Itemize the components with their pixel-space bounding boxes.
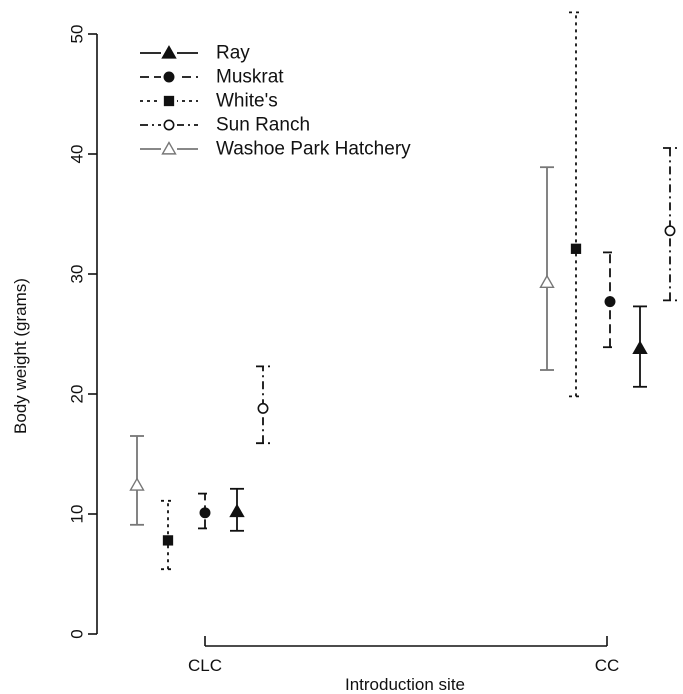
y-tick-label: 40 <box>68 145 87 164</box>
y-tick-label: 0 <box>68 629 87 638</box>
data-point <box>604 296 616 308</box>
legend-marker <box>163 71 175 83</box>
y-axis-label: Body weight (grams) <box>11 278 30 434</box>
data-point <box>632 340 648 354</box>
legend-label: Sun Ranch <box>216 115 310 136</box>
data-point <box>257 402 269 414</box>
legend-marker <box>161 141 177 155</box>
data-point <box>539 274 555 288</box>
legend: Ray Muskrat White's Sun Ranch Washoe Park Ha… <box>140 43 411 160</box>
x-tick-label: CC <box>595 656 620 675</box>
y-tick-label: 30 <box>68 265 87 284</box>
data-point <box>570 243 582 254</box>
series-washoe-park-hatchery <box>129 166 555 526</box>
data-point <box>199 507 211 519</box>
legend-label: Washoe Park Hatchery <box>216 139 411 160</box>
series-muskrat <box>198 251 617 530</box>
data-point <box>162 535 174 546</box>
data-point <box>129 477 145 491</box>
legend-item: Sun Ranch <box>140 115 310 136</box>
data-point <box>664 225 676 237</box>
legend-label: Ray <box>216 43 250 64</box>
y-tick-label: 20 <box>68 385 87 404</box>
y-axis: 0 10 20 30 40 50 <box>68 25 98 639</box>
x-axis-label: Introduction site <box>345 675 465 694</box>
y-tick-label: 10 <box>68 505 87 524</box>
legend-marker <box>161 45 177 59</box>
series-sun-ranch <box>256 147 677 445</box>
y-tick-label: 50 <box>68 25 87 44</box>
legend-marker <box>163 119 175 131</box>
plot-area <box>129 11 677 571</box>
legend-item: Ray <box>140 43 250 64</box>
x-tick-label: CLC <box>188 656 222 675</box>
x-axis: CLC CC <box>188 636 619 675</box>
legend-label: Muskrat <box>216 67 284 88</box>
legend-marker <box>163 95 175 107</box>
legend-item: Washoe Park Hatchery <box>140 139 411 160</box>
series-ray <box>229 305 648 532</box>
data-point <box>229 503 245 518</box>
series-white-s <box>161 11 583 571</box>
legend-label: White's <box>216 91 278 112</box>
legend-item: White's <box>140 91 278 112</box>
legend-item: Muskrat <box>140 67 284 88</box>
